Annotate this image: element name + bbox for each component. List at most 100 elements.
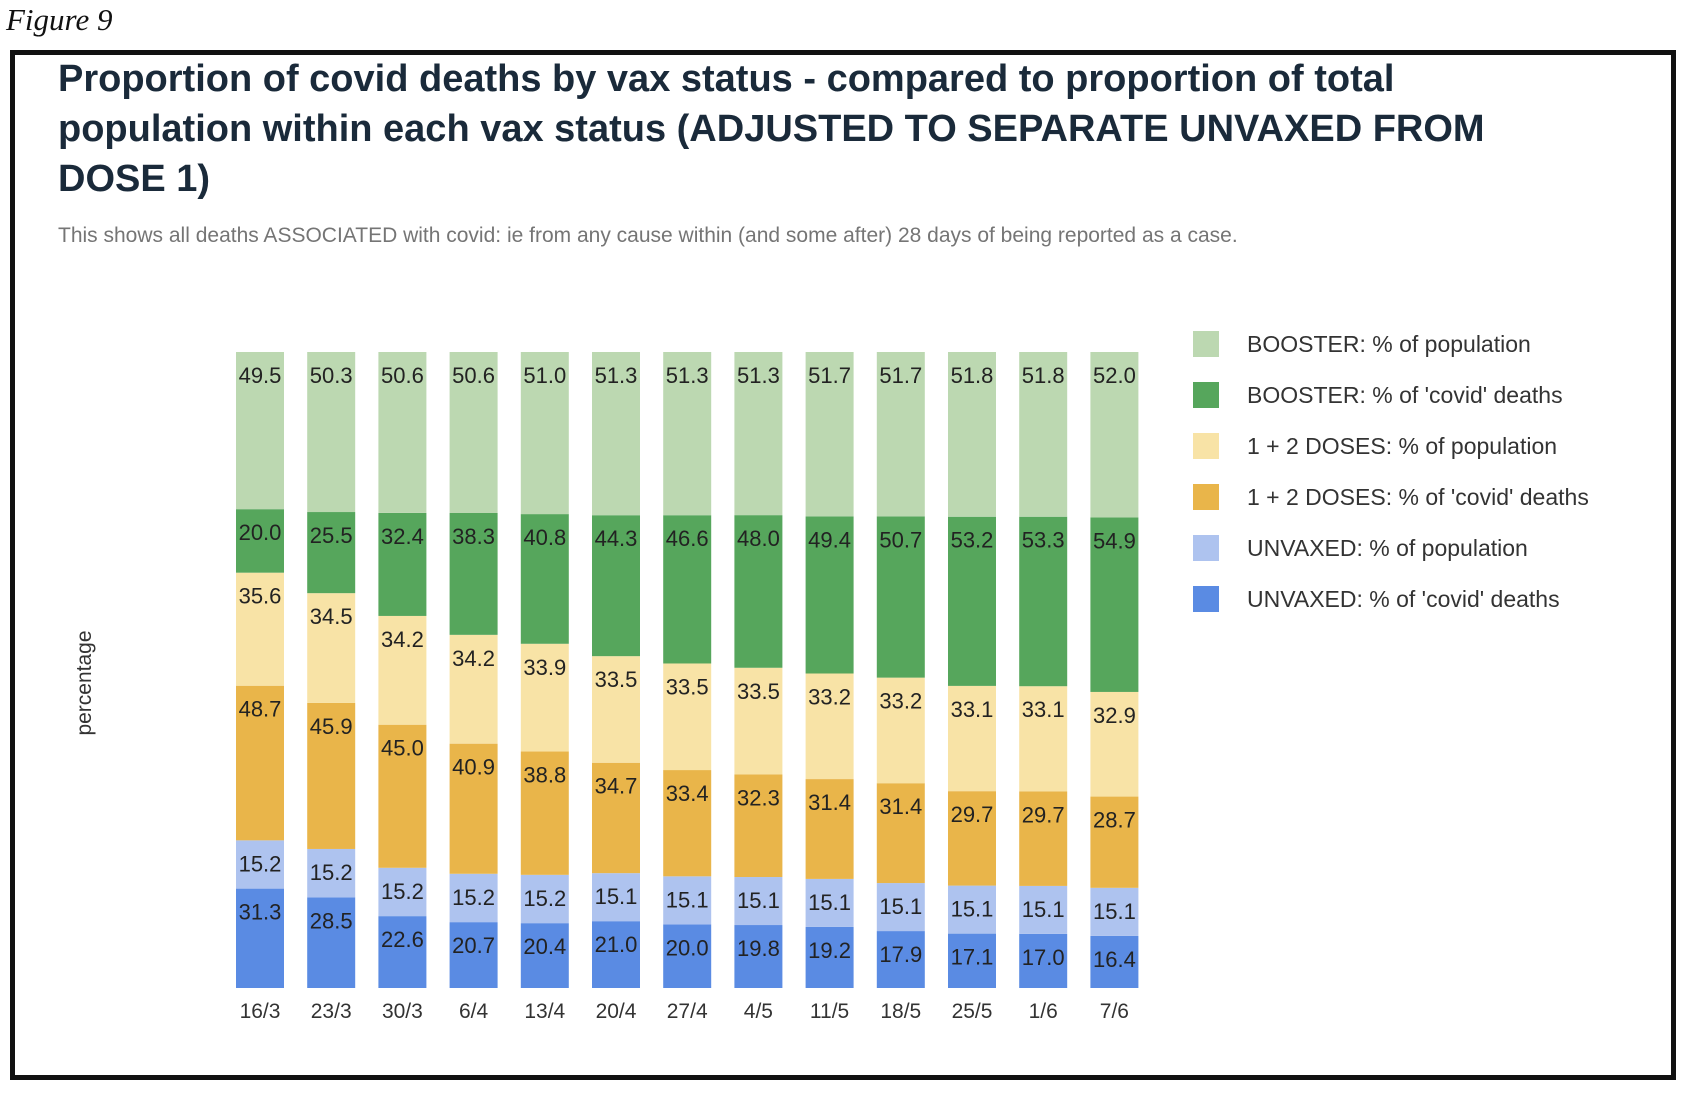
bar-segment xyxy=(663,663,712,771)
data-label: 32.9 xyxy=(1093,703,1136,728)
data-label: 29.7 xyxy=(1022,802,1065,827)
data-label: 25.5 xyxy=(310,523,353,548)
data-label: 50.7 xyxy=(879,527,922,552)
data-label: 50.6 xyxy=(381,363,424,388)
bar-segment xyxy=(1090,935,1139,988)
data-label: 19.8 xyxy=(737,936,780,961)
bar-segment xyxy=(876,931,925,988)
data-label: 15.1 xyxy=(879,894,922,919)
bar-segment xyxy=(876,783,925,884)
bar-segment xyxy=(307,702,356,849)
bar-segment xyxy=(734,877,783,926)
bar-segment xyxy=(520,643,569,752)
data-label: 20.0 xyxy=(239,520,282,545)
bar-segment xyxy=(236,572,284,686)
data-label: 17.9 xyxy=(879,942,922,967)
bar-segment xyxy=(449,873,498,923)
bar-segment xyxy=(520,751,569,875)
legend-swatch xyxy=(1193,484,1219,510)
data-label: 40.8 xyxy=(523,525,566,550)
data-label: 33.5 xyxy=(666,674,709,699)
legend-label: BOOSTER: % of 'covid' deaths xyxy=(1247,382,1563,408)
bar-segment xyxy=(1019,352,1068,517)
x-tick-label: 18/5 xyxy=(880,1000,921,1023)
data-label: 51.8 xyxy=(951,363,994,388)
data-label: 33.2 xyxy=(808,684,851,709)
bar-segment xyxy=(236,509,284,573)
legend-swatch xyxy=(1193,535,1219,561)
bar-segment xyxy=(592,515,640,657)
data-label: 15.2 xyxy=(310,860,353,885)
data-label: 45.0 xyxy=(381,736,424,761)
data-label: 51.3 xyxy=(666,363,709,388)
data-label: 38.8 xyxy=(523,763,566,788)
data-label: 49.5 xyxy=(239,363,282,388)
bar-segment xyxy=(663,876,712,925)
bar-segment xyxy=(592,762,640,874)
data-label: 40.9 xyxy=(452,755,495,780)
data-label: 33.1 xyxy=(951,697,994,722)
data-label: 20.4 xyxy=(523,934,566,959)
bar-segment xyxy=(1019,791,1068,886)
bar-segment xyxy=(1090,887,1139,936)
x-tick-label: 6/4 xyxy=(459,1000,489,1023)
bar-segment xyxy=(307,352,356,513)
bar-segment xyxy=(520,514,569,644)
data-label: 17.0 xyxy=(1022,945,1065,970)
bar-segment xyxy=(1090,352,1139,518)
bar-segment xyxy=(307,593,356,703)
data-label: 28.5 xyxy=(310,908,353,933)
bar-segment xyxy=(449,352,498,513)
data-label: 51.8 xyxy=(1022,363,1065,388)
data-label: 15.1 xyxy=(737,888,780,913)
figure-label: Figure 9 xyxy=(6,2,113,37)
bar-segment xyxy=(805,516,854,674)
x-tick-label: 13/4 xyxy=(524,1000,565,1023)
x-tick-label: 27/4 xyxy=(667,1000,708,1023)
bar-segment xyxy=(876,677,925,784)
data-label: 44.3 xyxy=(595,526,638,551)
data-label: 46.6 xyxy=(666,526,709,551)
bar-segment xyxy=(520,874,569,924)
legend-label: BOOSTER: % of population xyxy=(1247,331,1531,357)
bar-segment xyxy=(876,516,925,678)
bar-segment xyxy=(948,685,996,792)
data-label: 19.2 xyxy=(808,938,851,963)
bar-segment xyxy=(663,352,712,516)
bar-segment xyxy=(734,667,783,775)
bar-segment xyxy=(449,634,498,744)
bar-segment xyxy=(876,352,925,517)
data-label: 32.3 xyxy=(737,785,780,810)
data-label: 50.6 xyxy=(452,363,495,388)
data-label: 28.7 xyxy=(1093,808,1136,833)
bar-segment xyxy=(805,779,854,879)
data-label: 34.5 xyxy=(310,604,353,629)
bar-segment xyxy=(805,673,854,780)
legend-swatch xyxy=(1193,586,1219,612)
data-label: 34.7 xyxy=(595,774,638,799)
bar-segment xyxy=(378,724,427,868)
data-label: 31.3 xyxy=(239,900,282,925)
data-label: 34.2 xyxy=(381,627,424,652)
data-label: 48.7 xyxy=(239,697,282,722)
bar-segment xyxy=(449,512,498,635)
bar-segment xyxy=(378,867,427,917)
data-label: 15.1 xyxy=(1022,897,1065,922)
data-label: 16.4 xyxy=(1093,947,1136,972)
bar-segment xyxy=(236,685,284,841)
data-label: 15.1 xyxy=(951,897,994,922)
bar-segment xyxy=(307,897,356,988)
data-label: 33.4 xyxy=(666,781,709,806)
bar-segment xyxy=(307,512,356,594)
data-label: 20.7 xyxy=(452,933,495,958)
data-label: 22.6 xyxy=(381,927,424,952)
data-label: 33.1 xyxy=(1022,697,1065,722)
data-label: 54.9 xyxy=(1093,528,1136,553)
bar-segment xyxy=(592,873,640,922)
data-label: 51.7 xyxy=(808,363,851,388)
bar-segment xyxy=(378,512,427,616)
data-label: 34.2 xyxy=(452,646,495,671)
data-label: 17.1 xyxy=(951,945,994,970)
bar-segment xyxy=(378,352,427,513)
